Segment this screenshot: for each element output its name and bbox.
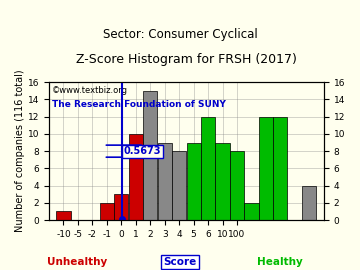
Bar (158, 143, 172, 220)
Text: 0.5673: 0.5673 (124, 146, 161, 156)
Text: Sector: Consumer Cyclical: Sector: Consumer Cyclical (103, 28, 257, 41)
Bar (172, 151, 186, 220)
Text: The Research Foundation of SUNY: The Research Foundation of SUNY (52, 100, 226, 109)
Text: Unhealthy: Unhealthy (47, 257, 107, 267)
Y-axis label: Number of companies (116 total): Number of companies (116 total) (15, 70, 25, 232)
Bar (230, 151, 244, 220)
Text: ©www.textbiz.org: ©www.textbiz.org (52, 86, 128, 95)
Bar (201, 117, 215, 220)
Bar (259, 117, 273, 220)
Bar (186, 143, 201, 220)
Bar (273, 117, 288, 220)
Text: Healthy: Healthy (257, 257, 302, 267)
Bar (143, 91, 157, 220)
Text: Score: Score (163, 257, 197, 267)
Bar (215, 143, 230, 220)
Bar (244, 203, 258, 220)
Bar (302, 185, 316, 220)
Bar (57, 211, 71, 220)
Bar (114, 194, 129, 220)
Title: Z-Score Histogram for FRSH (2017): Z-Score Histogram for FRSH (2017) (76, 53, 297, 66)
Bar (129, 134, 143, 220)
Bar (100, 203, 114, 220)
